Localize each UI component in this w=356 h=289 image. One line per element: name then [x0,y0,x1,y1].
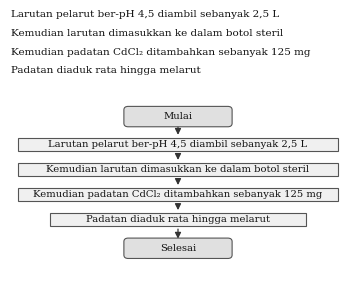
Text: Larutan pelarut ber-pH 4,5 diambil sebanyak 2,5 L: Larutan pelarut ber-pH 4,5 diambil seban… [11,10,279,19]
FancyBboxPatch shape [18,163,338,176]
FancyBboxPatch shape [50,213,306,226]
Text: Padatan diaduk rata hingga melarut: Padatan diaduk rata hingga melarut [11,66,200,75]
FancyBboxPatch shape [18,138,338,151]
Text: Selesai: Selesai [160,244,196,253]
FancyBboxPatch shape [124,106,232,127]
Text: Kemudian padatan CdCl₂ ditambahkan sebanyak 125 mg: Kemudian padatan CdCl₂ ditambahkan seban… [33,190,323,199]
Text: Padatan diaduk rata hingga melarut: Padatan diaduk rata hingga melarut [86,215,270,224]
Text: Mulai: Mulai [163,112,193,121]
FancyBboxPatch shape [124,238,232,258]
Text: Kemudian larutan dimasukkan ke dalam botol steril: Kemudian larutan dimasukkan ke dalam bot… [11,29,283,38]
Text: Larutan pelarut ber-pH 4,5 diambil sebanyak 2,5 L: Larutan pelarut ber-pH 4,5 diambil seban… [48,140,308,149]
FancyBboxPatch shape [18,188,338,201]
Text: Kemudian larutan dimasukkan ke dalam botol steril: Kemudian larutan dimasukkan ke dalam bot… [47,165,309,174]
Text: Kemudian padatan CdCl₂ ditambahkan sebanyak 125 mg: Kemudian padatan CdCl₂ ditambahkan seban… [11,48,310,57]
